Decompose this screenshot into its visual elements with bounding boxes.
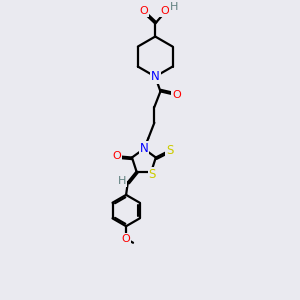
Text: O: O (172, 90, 181, 100)
Text: N: N (151, 70, 160, 83)
Text: O: O (140, 6, 148, 16)
Text: H: H (118, 176, 126, 186)
Text: N: N (140, 142, 148, 155)
Text: S: S (166, 144, 173, 157)
Text: O: O (112, 151, 122, 161)
Text: O: O (122, 234, 130, 244)
Text: O: O (160, 6, 169, 16)
Text: S: S (148, 168, 156, 181)
Text: H: H (170, 2, 178, 13)
